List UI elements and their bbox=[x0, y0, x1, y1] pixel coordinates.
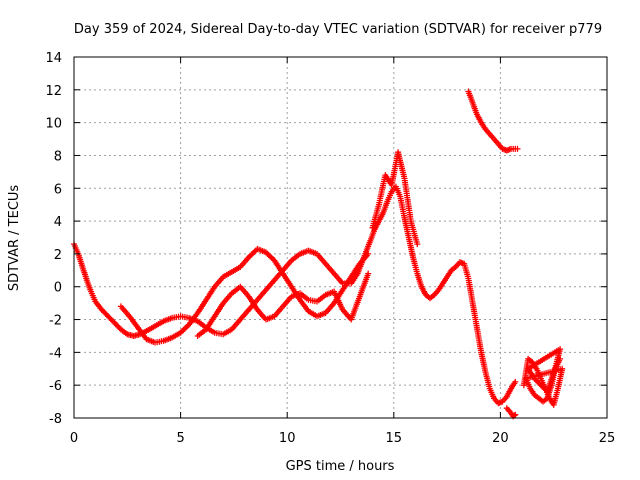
data-point bbox=[365, 250, 372, 257]
chart-title: Day 359 of 2024, Sidereal Day-to-day VTE… bbox=[74, 22, 602, 37]
x-tick-label: 5 bbox=[176, 431, 184, 446]
y-tick-label: 6 bbox=[54, 182, 62, 197]
data-point bbox=[557, 355, 564, 362]
y-tick-label: -2 bbox=[49, 314, 62, 329]
data-point bbox=[512, 411, 519, 418]
x-tick-label: 10 bbox=[279, 431, 296, 446]
y-tick-label: -8 bbox=[49, 412, 62, 427]
y-tick-label: 4 bbox=[54, 215, 62, 230]
plot-frame bbox=[73, 56, 608, 419]
data-point bbox=[414, 241, 421, 248]
y-tick-label: -6 bbox=[49, 379, 62, 394]
y-tick-labels: -8 -6 -4 -2 0 2 4 6 8 10 12 14 bbox=[45, 51, 62, 427]
series-track-e bbox=[465, 88, 521, 154]
data-point bbox=[514, 145, 521, 152]
y-tick-label: 8 bbox=[54, 149, 62, 164]
series-track-d bbox=[369, 149, 421, 248]
data-point bbox=[512, 378, 519, 385]
x-tick-label: 0 bbox=[70, 431, 78, 446]
y-tick-label: 12 bbox=[45, 84, 62, 99]
data-point bbox=[365, 270, 372, 277]
y-tick-label: 2 bbox=[54, 248, 62, 263]
y-tick-label: 10 bbox=[45, 117, 62, 132]
x-tick-label: 20 bbox=[492, 431, 509, 446]
data-marks bbox=[71, 88, 566, 420]
grid bbox=[74, 57, 607, 418]
y-axis-label: SDTVAR / TECUs bbox=[7, 185, 22, 292]
y-tick-label: -4 bbox=[49, 346, 62, 361]
x-tick-label: 25 bbox=[599, 431, 616, 446]
axis-ticks bbox=[73, 56, 608, 419]
series-track-b bbox=[117, 246, 372, 346]
x-tick-label: 15 bbox=[386, 431, 403, 446]
x-axis-label: GPS time / hours bbox=[286, 459, 395, 474]
series-track-g bbox=[520, 346, 566, 408]
series-track-c bbox=[194, 270, 372, 339]
y-tick-label: 0 bbox=[54, 281, 62, 296]
x-tick-labels: 0 5 10 15 20 25 bbox=[70, 431, 615, 446]
y-tick-label: 14 bbox=[45, 51, 62, 66]
